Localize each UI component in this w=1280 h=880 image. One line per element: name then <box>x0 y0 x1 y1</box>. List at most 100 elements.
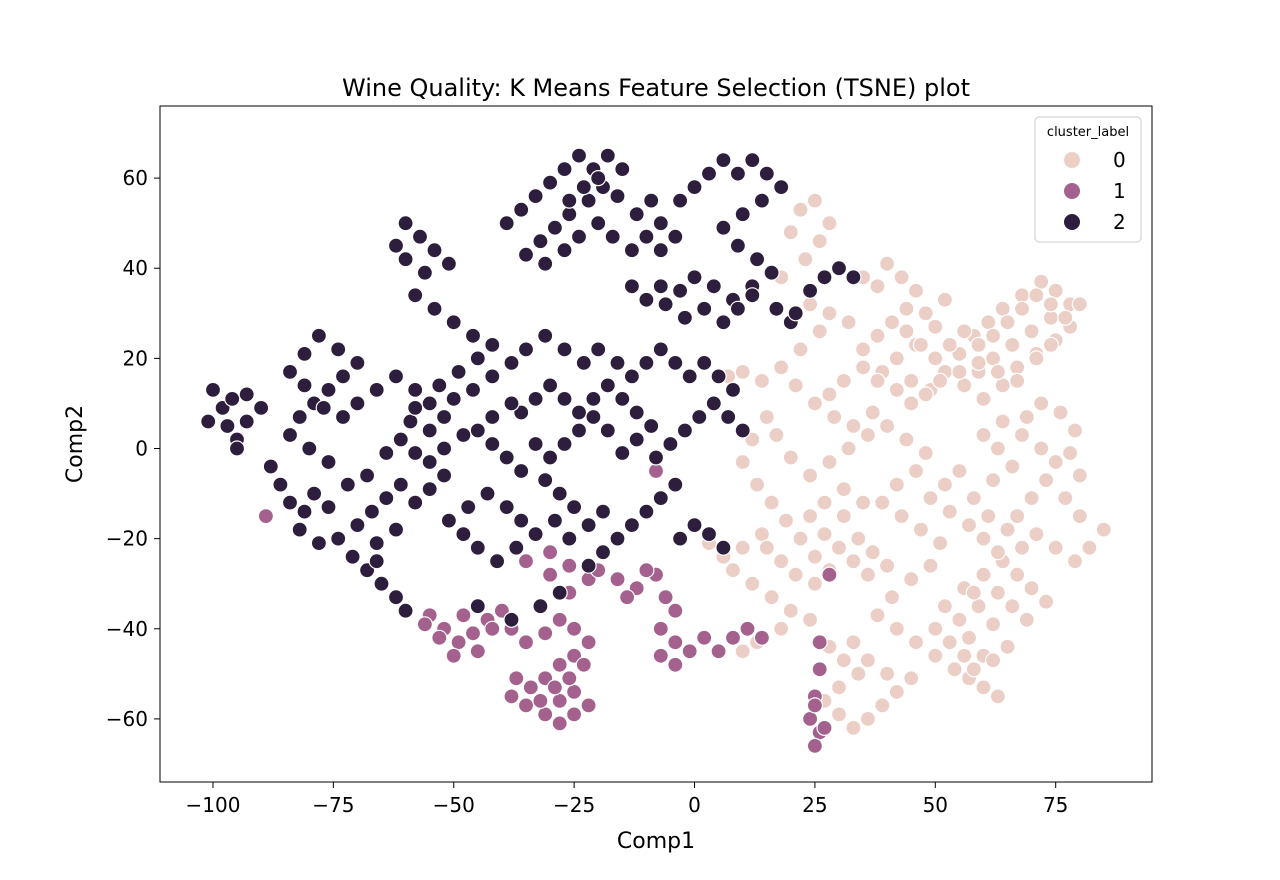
point-cluster-0 <box>816 525 833 543</box>
point-cluster-0 <box>970 336 987 353</box>
point-cluster-2 <box>363 503 380 520</box>
point-cluster-2 <box>440 512 457 529</box>
point-cluster-0 <box>811 323 828 340</box>
point-cluster-2 <box>541 377 559 394</box>
point-cluster-0 <box>854 359 872 376</box>
point-cluster-2 <box>421 395 438 412</box>
point-cluster-2 <box>407 287 424 304</box>
point-cluster-2 <box>272 476 289 493</box>
legend-marker-0 <box>1064 152 1080 168</box>
point-cluster-2 <box>614 444 631 462</box>
point-cluster-0 <box>753 525 771 543</box>
point-cluster-2 <box>436 467 453 484</box>
point-cluster-0 <box>931 534 949 552</box>
point-cluster-1 <box>551 656 568 673</box>
point-cluster-2 <box>464 381 482 398</box>
point-cluster-0 <box>970 598 987 615</box>
point-cluster-1 <box>652 647 669 664</box>
point-cluster-0 <box>806 548 824 565</box>
legend-title: cluster_label <box>1047 125 1129 140</box>
point-cluster-0 <box>763 589 780 606</box>
point-cluster-0 <box>888 683 905 701</box>
point-cluster-2 <box>628 206 645 223</box>
point-cluster-0 <box>792 341 809 358</box>
point-cluster-0 <box>898 431 915 448</box>
point-cluster-2 <box>720 408 737 426</box>
point-cluster-0 <box>845 634 862 651</box>
point-cluster-2 <box>580 557 597 574</box>
point-cluster-0 <box>1042 296 1060 313</box>
point-cluster-0 <box>898 300 915 317</box>
point-cluster-0 <box>1071 507 1088 525</box>
legend: cluster_label 0 1 2 <box>1034 116 1142 243</box>
point-cluster-0 <box>1023 580 1040 597</box>
point-cluster-2 <box>638 503 655 520</box>
point-cluster-2 <box>378 444 395 462</box>
point-cluster-1 <box>537 706 554 723</box>
point-cluster-0 <box>994 300 1011 317</box>
point-cluster-0 <box>830 679 848 696</box>
point-cluster-0 <box>922 490 939 507</box>
point-cluster-0 <box>1052 404 1069 421</box>
point-cluster-2 <box>527 525 544 543</box>
point-cluster-2 <box>320 499 337 516</box>
point-cluster-0 <box>854 494 872 511</box>
point-cluster-2 <box>638 228 655 245</box>
point-cluster-1 <box>469 643 486 660</box>
point-cluster-2 <box>291 408 308 426</box>
point-cluster-2 <box>561 192 578 209</box>
point-cluster-2 <box>830 260 848 277</box>
point-cluster-2 <box>575 179 592 196</box>
y-tick-label: 20 <box>123 346 148 370</box>
point-cluster-2 <box>238 386 255 403</box>
point-cluster-0 <box>1047 282 1064 299</box>
point-cluster-0 <box>859 566 877 583</box>
point-cluster-2 <box>686 269 703 286</box>
point-cluster-1 <box>657 589 674 606</box>
point-cluster-2 <box>753 192 771 209</box>
point-cluster-0 <box>850 530 867 547</box>
point-cluster-2 <box>513 462 530 480</box>
point-cluster-1 <box>580 697 597 714</box>
point-cluster-2 <box>445 314 462 331</box>
point-cluster-0 <box>1057 490 1074 507</box>
y-tick-label: −40 <box>106 617 148 641</box>
point-cluster-2 <box>638 291 655 308</box>
point-cluster-2 <box>729 165 747 182</box>
point-cluster-2 <box>604 228 621 245</box>
point-cluster-2 <box>594 544 612 561</box>
point-cluster-2 <box>546 512 564 529</box>
point-cluster-2 <box>590 170 607 187</box>
point-cluster-0 <box>975 530 992 547</box>
point-cluster-0 <box>1061 444 1079 462</box>
point-cluster-0 <box>1013 426 1031 444</box>
point-cluster-0 <box>907 282 925 299</box>
point-cluster-2 <box>580 516 597 534</box>
point-cluster-2 <box>310 534 327 552</box>
point-cluster-2 <box>705 278 722 295</box>
point-cluster-0 <box>994 413 1011 430</box>
point-cluster-0 <box>1013 287 1031 304</box>
point-cluster-2 <box>628 431 645 448</box>
point-cluster-0 <box>773 553 790 570</box>
point-cluster-0 <box>1023 323 1040 340</box>
point-cluster-2 <box>590 341 607 358</box>
point-cluster-0 <box>734 363 751 380</box>
point-cluster-1 <box>609 571 626 588</box>
point-cluster-0 <box>951 462 968 480</box>
point-cluster-0 <box>931 372 949 389</box>
point-cluster-0 <box>878 665 896 682</box>
point-cluster-2 <box>570 404 588 421</box>
point-cluster-2 <box>614 390 631 407</box>
point-cluster-2 <box>700 165 718 182</box>
point-cluster-1 <box>257 507 274 525</box>
point-cluster-2 <box>710 368 727 385</box>
point-cluster-0 <box>984 327 1002 344</box>
x-tick-label: −25 <box>553 793 595 817</box>
point-cluster-0 <box>734 453 751 471</box>
point-cluster-0 <box>917 305 934 322</box>
point-cluster-0 <box>821 386 838 403</box>
point-cluster-0 <box>888 381 905 398</box>
point-cluster-0 <box>787 377 804 394</box>
